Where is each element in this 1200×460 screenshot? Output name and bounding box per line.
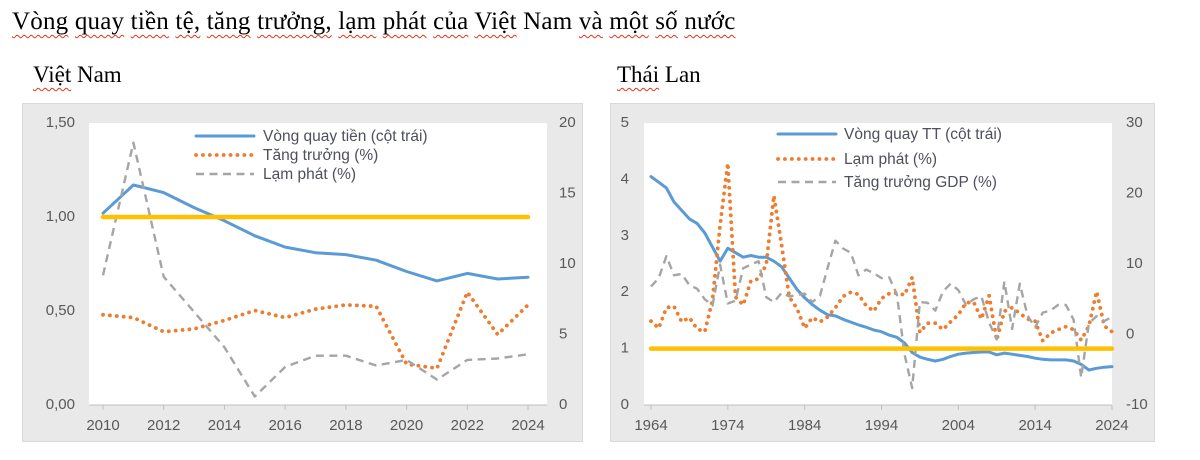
- left-axis-tick-label: 1,00: [46, 208, 75, 225]
- title-word: tiền: [130, 8, 169, 35]
- left-axis-tick-label: 1,50: [46, 114, 75, 131]
- x-axis-tick-label: 1984: [788, 417, 821, 434]
- right-axis-tick-label: 5: [559, 325, 567, 342]
- title-word: Nam: [523, 8, 573, 35]
- plot-area: [89, 123, 547, 405]
- series-dashed-line: [101, 141, 529, 398]
- legend-label: Tăng trưởng GDP (%): [844, 174, 997, 191]
- legend-label: Lạm phát (%): [263, 166, 356, 183]
- left-axis-tick-label: 1: [621, 340, 629, 357]
- title-word: và: [578, 8, 603, 35]
- series-dashed-line: [650, 239, 1113, 390]
- title-word: Lan: [664, 62, 701, 87]
- x-axis-tick-label: 2004: [942, 417, 975, 434]
- title-word: trưởng,: [257, 8, 332, 35]
- x-axis-tick-label: 1964: [634, 417, 667, 434]
- x-axis-tick-label: 2016: [268, 417, 301, 434]
- title-word: một: [609, 8, 649, 35]
- legend-label: Vòng quay tiền (cột trái): [263, 128, 428, 145]
- title-word: Nam: [76, 62, 122, 87]
- right-axis-tick-label: 10: [1126, 255, 1143, 272]
- x-axis-tick-label: 2020: [390, 417, 423, 434]
- series-dotted-line: [101, 290, 530, 371]
- title-word: Vòng: [12, 8, 69, 35]
- title-word: nước: [684, 8, 736, 35]
- thailand-velocity-chart[interactable]: 0 1 2 3 4 5 -10 0 10 20 30 1964 1974 1984 1994 2004 2014…: [610, 103, 1155, 442]
- left-axis-tick-label: 3: [621, 227, 629, 244]
- right-axis-tick-label: 15: [559, 184, 576, 201]
- left-axis-tick-label: 0,00: [46, 396, 75, 413]
- legend-label: Vòng quay TT (cột trái): [844, 126, 1002, 143]
- x-axis-tick-label: 2018: [329, 417, 362, 434]
- document-title: Vòng quay tiền tệ, tăng trưởng, lạm phát…: [12, 8, 1192, 36]
- left-axis-tick-label: 4: [621, 170, 629, 187]
- right-axis-tick-label: 10: [559, 255, 576, 272]
- x-axis-tick-label: 2024: [511, 417, 544, 434]
- chart-title-thailand: Thái Lan: [617, 62, 701, 88]
- x-axis-tick-label: 2024: [1095, 417, 1128, 434]
- x-axis-tick-label: 2012: [147, 417, 180, 434]
- right-axis-tick-label: 20: [1126, 184, 1143, 201]
- x-axis-tick-label: 2010: [86, 417, 119, 434]
- right-axis-tick-label: 30: [1126, 114, 1143, 131]
- title-word: Việt: [474, 8, 517, 35]
- title-word: tệ,: [175, 8, 201, 35]
- title-word: tăng: [206, 8, 251, 35]
- title-word: phát: [382, 8, 427, 35]
- x-axis-tick-label: 1994: [865, 417, 898, 434]
- thailand-chart-canvas: 0 1 2 3 4 5 -10 0 10 20 30 1964 1974 1984 1994 2004 2014…: [621, 114, 1148, 434]
- title-word: quay: [74, 8, 125, 35]
- title-word: Thái: [617, 62, 660, 87]
- left-axis-tick-label: 5: [621, 114, 629, 131]
- right-axis-tick-label: 20: [559, 114, 576, 131]
- legend-label: Tăng trưởng (%): [263, 147, 378, 164]
- x-axis-tick-label: 1974: [711, 417, 744, 434]
- series-solid-line: [101, 183, 530, 283]
- right-axis-tick-label: -10: [1126, 396, 1148, 413]
- left-axis-tick-label: 2: [621, 283, 629, 300]
- x-axis-tick-label: 2022: [451, 417, 484, 434]
- series-dotted-line: [649, 161, 1114, 343]
- series-solid-line: [649, 175, 1114, 372]
- vietnam-chart-canvas: 0,00 0,50 1,00 1,50 0 5 10 15 20 2010 2012 2014 2016…: [46, 114, 576, 434]
- vietnam-velocity-chart[interactable]: 0,00 0,50 1,00 1,50 0 5 10 15 20 2010 2012 2014 2016…: [22, 103, 583, 442]
- legend-label: Lạm phát (%): [844, 151, 937, 168]
- title-word: của: [433, 8, 469, 35]
- title-word: số: [655, 8, 678, 35]
- left-axis-tick-label: 0: [621, 396, 629, 413]
- chart-title-vietnam: Việt Nam: [33, 62, 122, 88]
- title-word: Việt: [33, 62, 72, 87]
- x-axis-tick-label: 2014: [208, 417, 241, 434]
- left-axis-tick-label: 0,50: [46, 302, 75, 319]
- right-axis-tick-label: 0: [559, 396, 567, 413]
- right-axis-tick-label: 0: [1126, 325, 1134, 342]
- x-axis-tick-label: 2014: [1018, 417, 1051, 434]
- title-word: lạm: [338, 8, 377, 35]
